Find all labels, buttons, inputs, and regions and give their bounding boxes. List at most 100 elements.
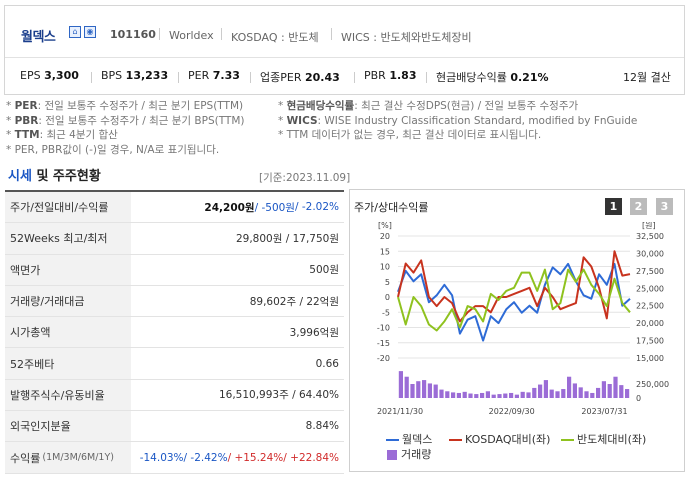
volume-bar: [555, 391, 560, 398]
row-value: 500원: [309, 264, 339, 277]
company-name: 월덱스: [21, 30, 56, 45]
legend-item-volume: 거래량: [387, 446, 431, 462]
right-axis-tick-label: 17,500: [636, 337, 664, 346]
volume-bar: [439, 389, 444, 398]
row-value: -14.03% / -2.42% / +15.24% / +22.84%: [139, 451, 339, 464]
divider: [331, 28, 332, 40]
table-row: 외국인지분율 8.84%: [5, 411, 344, 443]
volume-bar: [584, 391, 589, 398]
table-row: 52주베타 0.66: [5, 348, 344, 380]
volume-bar: [619, 385, 624, 398]
volume-bar: [468, 393, 473, 398]
left-axis-tick-label: 0: [385, 293, 390, 302]
chart-page-3-button[interactable]: 3: [656, 198, 673, 215]
note-line: * WICS: WISE Industry Classification Sta…: [278, 114, 638, 127]
series-line: [397, 268, 631, 332]
volume-bar: [538, 384, 543, 398]
left-axis-tick-label: 20: [380, 232, 390, 241]
section-title: 시세 및 주주현황: [8, 169, 101, 184]
home-icon[interactable]: ⌂: [69, 26, 81, 38]
x-axis-tick-label: 2023/07/31: [581, 407, 627, 416]
volume-bar: [480, 392, 485, 398]
dividend-yield-metric: 현금배당수익률 0.21%: [436, 71, 549, 84]
left-axis-tick-label: 15: [380, 247, 390, 256]
volume-bar: [578, 387, 583, 398]
row-value: 3,996억원: [289, 326, 339, 339]
series-line: [397, 262, 631, 342]
market-info-table: 주가/전일대비/수익률 24,200원 / -500원 / -2.02% 52W…: [5, 190, 344, 474]
row-label: 발행주식수/유동비율: [5, 379, 131, 411]
company-header: 월덱스 ⌂ ◉ 101160 Worldex KOSDAQ : 반도체 WICS…: [4, 5, 685, 95]
row-label: 주가/전일대비/수익률: [5, 192, 131, 223]
note-line: * TTM 데이터가 없는 경우, 최근 결산 데이터로 표시됩니다.: [278, 129, 542, 141]
volume-bar: [497, 394, 502, 398]
volume-bar: [509, 392, 514, 398]
right-axis-tick-label: 30,000: [636, 249, 664, 258]
legend-swatch: [449, 439, 462, 441]
left-axis-tick-label: -5: [382, 308, 390, 317]
volume-bar: [532, 387, 537, 398]
table-row: 주가/전일대비/수익률 24,200원 / -500원 / -2.02%: [5, 192, 344, 224]
table-row: 52Weeks 최고/최저 29,800원 / 17,750원: [5, 223, 344, 255]
volume-bar: [520, 391, 525, 398]
volume-bar: [456, 392, 461, 398]
volume-bar: [561, 389, 566, 398]
right-axis-unit: [원]: [642, 222, 656, 230]
divider: [178, 72, 179, 83]
row-value: 0.66: [315, 357, 339, 370]
left-axis-tick-label: -10: [377, 324, 390, 333]
chart-page-2-button[interactable]: 2: [630, 198, 647, 215]
chart-title: 주가/상대수익률: [354, 201, 429, 214]
legend-item-kosdaq: KOSDAQ대비(좌): [449, 431, 550, 447]
chart-panel: 주가/상대수익률 1 2 3 [%] [원] 20 15 10 5 0 -5 -10 -15 -20…: [349, 189, 685, 472]
company-english-name: Worldex: [169, 29, 214, 42]
price-return-chart: [%] [원] 20 15 10 5 0 -5 -10 -15 -20 32,500 30,000 27,…: [377, 222, 669, 416]
left-axis-tick-label: 10: [380, 263, 390, 272]
volume-bar: [445, 391, 450, 398]
company-title-bar: 월덱스 ⌂ ◉ 101160 Worldex KOSDAQ : 반도체 WICS…: [5, 6, 684, 58]
row-label: 시가총액: [5, 317, 131, 348]
volume-bar: [451, 392, 456, 398]
table-row: 거래량/거래대금 89,602주 / 22억원: [5, 285, 344, 318]
x-axis-tick-label: 2022/09/30: [489, 407, 535, 416]
volume-bar: [514, 394, 519, 398]
legend-item-price: 월덱스: [386, 431, 432, 447]
table-row: 액면가 500원: [5, 254, 344, 286]
volume-bar: [491, 394, 496, 398]
left-axis-unit: [%]: [378, 222, 392, 230]
notes-right: * 현금배당수익률: 최근 결산 수정DPS(현금) / 전일 보통주 수정주가…: [278, 99, 637, 143]
chart-page-1-button[interactable]: 1: [605, 198, 622, 215]
volume-bar: [416, 381, 421, 398]
volume-bar: [613, 376, 618, 398]
bps-metric: BPS 13,233: [101, 69, 169, 82]
divider: [159, 28, 160, 40]
row-label: 수익률 (1M/3M/6M/1Y): [5, 442, 131, 473]
row-value: 8.84%: [305, 420, 339, 433]
volume-bar: [485, 391, 490, 398]
volume-bar: [625, 389, 630, 398]
eps-metric: EPS 3,300: [20, 69, 79, 82]
volume-bar: [410, 384, 415, 398]
note-line: * 현금배당수익률: 최근 결산 수정DPS(현금) / 전일 보통주 수정주가: [278, 100, 579, 112]
volume-bar: [601, 381, 606, 398]
volume-bar: [607, 384, 612, 398]
volume-bar: [462, 391, 467, 398]
note-line: * TTM: 최근 4분기 합산: [6, 129, 118, 141]
volume-bar: [590, 392, 595, 398]
volume-bar: [404, 376, 409, 398]
right-axis-tick-label: 22,500: [636, 302, 664, 311]
right-axis-tick-label: 15,000: [636, 354, 664, 363]
row-value: 16,510,993주 / 64.40%: [218, 389, 339, 402]
notes-left: * PER: 전일 보통주 수정주가 / 최근 분기 EPS(TTM) * PB…: [6, 99, 245, 157]
divider: [221, 28, 222, 40]
left-axis-tick-label: 5: [385, 278, 390, 287]
note-line: * PER: 전일 보통주 수정주가 / 최근 분기 EPS(TTM): [6, 100, 244, 112]
volume-axis-tick-label: 0: [636, 394, 641, 403]
divider: [354, 72, 355, 83]
fiscal-month: 12월 결산: [623, 71, 671, 84]
ir-icon[interactable]: ◉: [84, 26, 96, 38]
table-row: 발행주식수/유동비율 16,510,993주 / 64.40%: [5, 379, 344, 412]
divider: [426, 72, 427, 83]
table-row: 수익률 (1M/3M/6M/1Y) -14.03% / -2.42% / +15.24…: [5, 442, 344, 474]
stock-code: 101160: [110, 28, 156, 41]
